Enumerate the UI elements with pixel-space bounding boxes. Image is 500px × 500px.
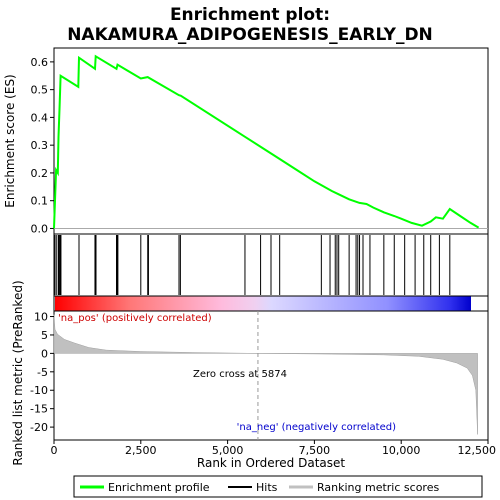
metric-tick-label: -10 xyxy=(30,384,48,397)
metric-axis-label: Ranked list metric (PreRanked) xyxy=(11,280,25,465)
metric-tick-label: -15 xyxy=(30,403,48,416)
metric-tick-label: 5 xyxy=(41,329,48,342)
legend-hits-label: Hits xyxy=(256,481,278,494)
metric-tick-label: 0 xyxy=(41,347,48,360)
metric-tick-label: 10 xyxy=(34,311,48,324)
zero-cross-label: Zero cross at 5874 xyxy=(193,369,287,380)
x-tick-label: 2,500 xyxy=(125,444,157,457)
x-tick-label: 12,500 xyxy=(458,444,497,457)
es-tick-label: 0.2 xyxy=(31,167,49,180)
x-axis-label: Rank in Ordered Dataset xyxy=(197,456,345,470)
pos-correlated-label: 'na_pos' (positively correlated) xyxy=(58,313,212,324)
neg-correlated-label: 'na_neg' (negatively correlated) xyxy=(237,422,396,433)
legend-metric-label: Ranking metric scores xyxy=(317,481,439,494)
es-tick-label: 0.3 xyxy=(31,139,49,152)
legend-enrichment-label: Enrichment profile xyxy=(108,481,210,494)
rank-color-bar xyxy=(55,296,471,311)
es-tick-label: 0.0 xyxy=(31,222,49,235)
x-tick-label: 5,000 xyxy=(212,444,244,457)
es-axis-label: Enrichment score (ES) xyxy=(3,74,17,207)
ranking-metric-area xyxy=(53,314,478,435)
chart-title-line-2: NAKAMURA_ADIPOGENESIS_EARLY_DN xyxy=(67,25,433,45)
es-tick-label: 0.4 xyxy=(31,111,49,124)
es-tick-label: 0.5 xyxy=(31,84,49,97)
x-tick-label: 7,500 xyxy=(299,444,331,457)
metric-tick-label: -5 xyxy=(37,366,48,379)
metric-panel-frame xyxy=(53,310,489,441)
enrichment-profile-line xyxy=(53,54,480,229)
x-tick-label: 10,000 xyxy=(382,444,421,457)
metric-tick-label: -20 xyxy=(30,421,48,434)
es-panel-frame xyxy=(53,47,489,235)
es-tick-label: 0.6 xyxy=(31,56,49,69)
chart-title-line-1: Enrichment plot: xyxy=(170,5,330,25)
legend-box xyxy=(73,475,483,498)
x-tick-label: 0 xyxy=(51,444,58,457)
es-tick-label: 0.1 xyxy=(31,195,49,208)
